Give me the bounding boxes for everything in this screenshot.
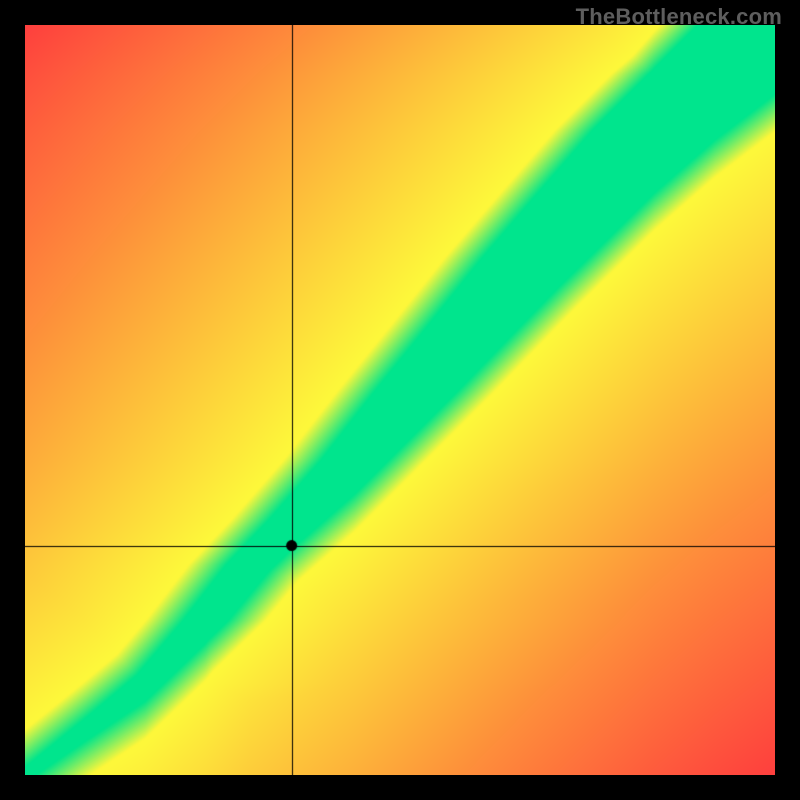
watermark-text: TheBottleneck.com [576, 4, 782, 30]
chart-container: TheBottleneck.com [0, 0, 800, 800]
bottleneck-heatmap [25, 25, 775, 775]
